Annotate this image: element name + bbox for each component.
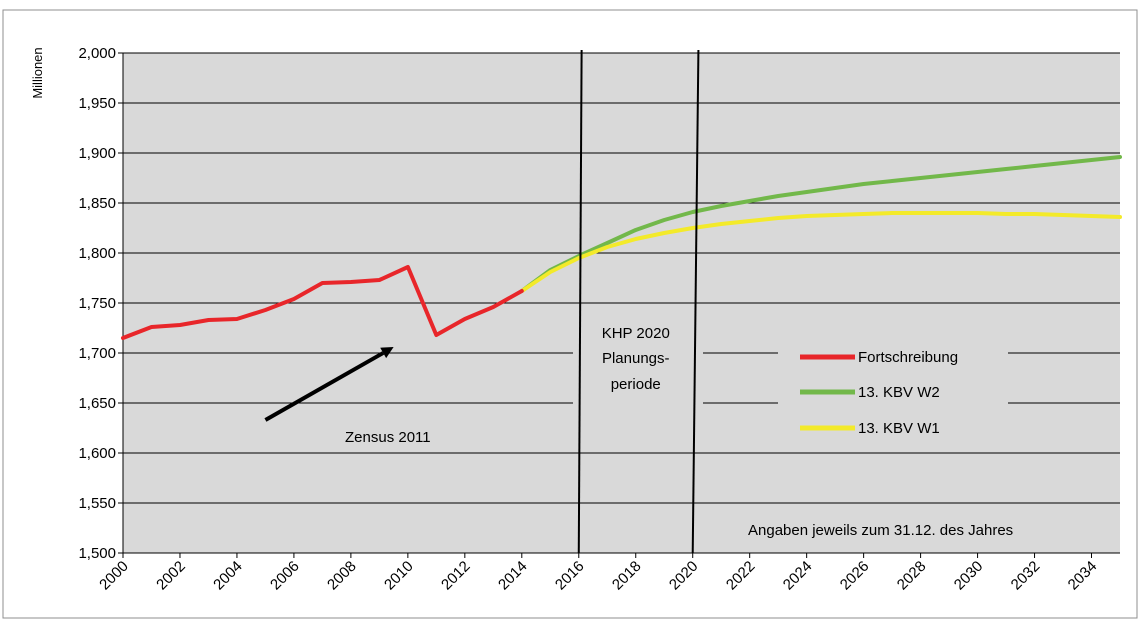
zensus-annotation: Zensus 2011	[345, 429, 431, 446]
period-marker-line	[691, 49, 700, 554]
y-tick-label: 1,900	[78, 145, 116, 162]
y-tick-label: 1,850	[78, 195, 116, 212]
series-line-13-kbv-w2	[519, 155, 1122, 293]
y-axis: 1,500 1,550 1,600 1,650 1,700 1,750 1,800 1,850…	[78, 45, 124, 562]
zensus-arrow-head	[380, 347, 394, 359]
legend-label: Fortschreibung	[858, 349, 958, 366]
legend-label: 13. KBV W1	[858, 420, 940, 437]
x-axis: 2000 2002 2004 2006 2008 2010 2012 2014 2016 2018…	[96, 553, 1100, 593]
y-tick-label: 1,600	[78, 445, 116, 462]
y-tick-label: 1,950	[78, 95, 116, 112]
y-tick-label: 1,500	[78, 545, 116, 562]
khp-label-bg	[573, 317, 703, 407]
zensus-arrow	[264, 347, 394, 422]
y-tick-label: 1,750	[78, 295, 116, 312]
period-markers	[577, 49, 700, 554]
period-marker-line	[577, 49, 583, 554]
khp-label-line2: Planungs-	[602, 350, 670, 367]
y-tick-label: 1,700	[78, 345, 116, 362]
legend-label: 13. KBV W2	[858, 384, 940, 401]
khp-label-line3: periode	[611, 376, 661, 393]
khp-label-line1: KHP 2020	[602, 325, 670, 342]
legend: Fortschreibung 13. KBV W2 13. KBV W1	[800, 349, 958, 437]
footnote: Angaben jeweils zum 31.12. des Jahres	[748, 522, 1013, 539]
y-tick-label: 1,650	[78, 395, 116, 412]
zensus-arrow-shaft	[264, 351, 385, 422]
series-line-fortschreibung	[121, 265, 524, 340]
y-tick-label: 1,800	[78, 245, 116, 262]
series-lines	[121, 155, 1122, 340]
series-line-13-kbv-w1	[519, 211, 1122, 293]
y-axis-label: Millionen	[30, 47, 45, 98]
y-tick-label: 1,550	[78, 495, 116, 512]
y-tick-label: 2,000	[78, 45, 116, 62]
